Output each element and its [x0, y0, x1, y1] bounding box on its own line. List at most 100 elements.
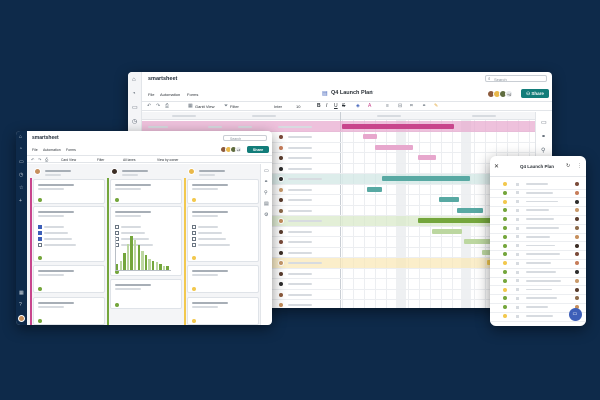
home-icon[interactable]: ⌂ [19, 134, 23, 140]
grid-icon[interactable]: ▦ [19, 290, 24, 296]
cell-placeholder [288, 157, 312, 159]
checkbox[interactable] [115, 225, 119, 229]
menu-file[interactable]: File [32, 148, 38, 152]
comment-icon[interactable]: ▭ [541, 120, 547, 126]
share-button[interactable]: Share [247, 146, 269, 153]
format-icon[interactable]: ⌗ [410, 103, 413, 109]
status-dot [503, 270, 507, 274]
checkbox[interactable] [115, 231, 119, 235]
filter-button[interactable]: Filter [230, 104, 239, 109]
italic-icon[interactable]: I [326, 103, 328, 109]
text-color-icon[interactable]: A [368, 103, 372, 109]
flag-icon [516, 252, 519, 256]
checkbox[interactable] [38, 237, 42, 241]
checkbox[interactable] [38, 231, 42, 235]
checkbox[interactable] [192, 243, 196, 247]
view-selector[interactable]: Gantt View [195, 104, 215, 109]
card[interactable] [110, 179, 182, 204]
folder-icon[interactable]: ▭ [19, 159, 24, 165]
plus-icon[interactable]: + [19, 198, 22, 204]
card[interactable] [33, 206, 105, 262]
view-selector[interactable]: Card View [61, 157, 77, 162]
flag-icon [516, 217, 519, 221]
home-icon[interactable]: ⌂ [132, 77, 136, 83]
status-dot [38, 198, 42, 202]
card[interactable] [187, 206, 259, 262]
lane-header-avatar [111, 168, 118, 175]
cell-placeholder [288, 283, 312, 285]
attachment-icon[interactable]: ⚭ [541, 134, 547, 140]
more-icon[interactable]: ⋮ [577, 163, 582, 169]
undo-icon[interactable]: ↶ [31, 157, 35, 162]
menu-automation[interactable]: Automation [160, 92, 181, 97]
cell-placeholder [288, 293, 312, 296]
card[interactable] [33, 297, 105, 325]
refresh-icon[interactable]: ↻ [566, 163, 571, 169]
help-icon[interactable]: ? [19, 302, 22, 308]
menu-forms[interactable]: Forms [66, 148, 76, 152]
checkbox[interactable] [192, 231, 196, 235]
print-icon[interactable]: ⎙ [45, 157, 49, 162]
favorite-star-icon[interactable]: ☆ [369, 90, 374, 96]
card[interactable] [110, 279, 182, 309]
attachment-icon[interactable]: ⚭ [264, 179, 269, 185]
card[interactable] [187, 265, 259, 293]
search-box[interactable]: ⌕ Search [485, 75, 547, 82]
card[interactable] [110, 206, 182, 276]
bell-icon[interactable]: ◔ [19, 146, 23, 152]
filter-button[interactable]: Filter [97, 157, 105, 162]
fill-color-icon[interactable]: ◈ [356, 103, 360, 109]
font-size-selector[interactable]: 10 [296, 104, 301, 109]
checkbox-label [44, 226, 64, 228]
mobile-comment-button[interactable]: ▭ [569, 308, 582, 321]
highlight-icon[interactable]: ✎ [434, 103, 439, 109]
activity-icon[interactable]: ⚲ [264, 190, 268, 196]
strikethrough-icon[interactable]: S [342, 103, 346, 109]
form-icon[interactable]: ▤ [264, 201, 269, 207]
checkbox[interactable] [38, 225, 42, 229]
checkbox[interactable] [115, 243, 119, 247]
checkbox[interactable] [38, 243, 42, 247]
card[interactable] [187, 179, 259, 204]
link-icon[interactable]: ⚭ [422, 103, 427, 109]
card-view-window: ⌂ ◔ ▭ ◷ ☆ + ▦ ? smartsheet Search File A… [16, 131, 272, 325]
clock-icon[interactable]: ◷ [19, 172, 24, 178]
lanes-selector[interactable]: All lanes [123, 157, 136, 162]
undo-icon[interactable]: ↶ [147, 103, 152, 109]
checkbox[interactable] [115, 237, 119, 241]
bold-icon[interactable]: B [317, 103, 321, 109]
star-icon[interactable]: ☆ [19, 185, 24, 191]
checkbox[interactable] [192, 237, 196, 241]
status-dot [38, 287, 42, 291]
folder-icon[interactable]: ▭ [132, 105, 138, 111]
share-button[interactable]: ⚇ Share [521, 89, 549, 98]
card[interactable] [187, 297, 259, 325]
card[interactable] [33, 265, 105, 293]
bell-icon[interactable]: ◔ [132, 91, 136, 97]
wrap-icon[interactable]: ⊟ [398, 103, 403, 109]
menu-automation[interactable]: Automation [43, 148, 61, 152]
align-icon[interactable]: ≡ [386, 103, 389, 109]
cell-placeholder [288, 188, 312, 191]
activity-icon[interactable]: ⚲ [541, 148, 546, 154]
card[interactable] [33, 179, 105, 204]
user-avatar[interactable] [18, 315, 25, 322]
comment-icon[interactable]: ▭ [264, 168, 269, 174]
checkbox[interactable] [192, 225, 196, 229]
right-panel: ▭ ⚭ ⚲ ▤ ⚙ [260, 164, 272, 325]
search-box[interactable]: Search [223, 135, 267, 141]
clock-icon[interactable]: ◷ [132, 119, 138, 125]
print-icon[interactable]: ⎙ [165, 103, 170, 109]
menu-forms[interactable]: Forms [187, 92, 199, 97]
cell-placeholder [288, 209, 312, 212]
menu-file[interactable]: File [148, 92, 155, 97]
underline-icon[interactable]: U [334, 103, 338, 109]
close-icon[interactable]: ✕ [494, 164, 500, 170]
settings-icon[interactable]: ⚙ [264, 212, 269, 218]
view-by-selector[interactable]: View by owner [157, 157, 179, 162]
redo-icon[interactable]: ↷ [156, 103, 161, 109]
font-selector[interactable]: Inter [274, 104, 283, 109]
checkbox-label [121, 232, 145, 234]
status-dot [503, 243, 507, 248]
redo-icon[interactable]: ↷ [38, 157, 42, 162]
